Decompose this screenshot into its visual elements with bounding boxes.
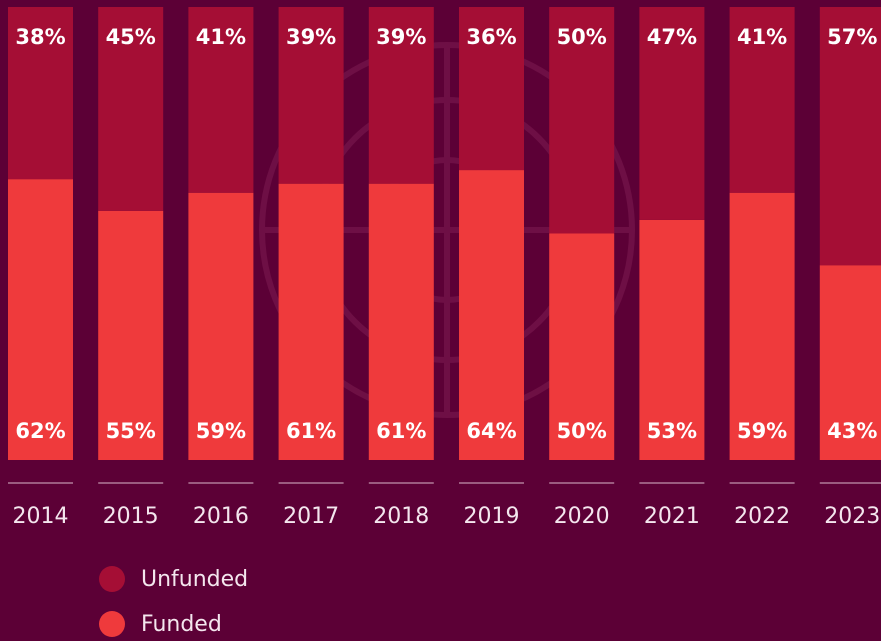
x-tick-label: 2015 — [103, 504, 159, 529]
value-label: 39% — [286, 25, 336, 49]
value-label: 41% — [196, 25, 246, 49]
legend-marker — [99, 611, 125, 637]
bar-segment — [459, 170, 524, 460]
value-label: 64% — [466, 419, 516, 443]
value-label: 39% — [376, 25, 426, 49]
page: {"chart_data": {"type": "stacked-bar", "… — [0, 0, 881, 641]
x-tick-label: 2022 — [734, 504, 790, 529]
value-label: 43% — [827, 419, 877, 443]
x-tick-label: 2017 — [283, 504, 339, 529]
bar-segment — [8, 179, 73, 460]
x-tick-label: 2019 — [464, 504, 520, 529]
value-label: 47% — [647, 25, 697, 49]
value-label: 50% — [557, 419, 607, 443]
value-label: 50% — [557, 25, 607, 49]
value-label: 38% — [15, 25, 65, 49]
x-tick-label: 2018 — [373, 504, 429, 529]
value-label: 53% — [647, 419, 697, 443]
x-tick-label: 2014 — [13, 504, 69, 529]
chart: 62% 38% 2014 55% 45% 2015 59% 41% 2016 61% 39% 2017… — [0, 0, 881, 641]
value-label: 61% — [376, 419, 426, 443]
value-label: 62% — [15, 419, 65, 443]
value-label: 45% — [106, 25, 156, 49]
value-label: 55% — [106, 419, 156, 443]
value-label: 59% — [737, 419, 787, 443]
value-label: 59% — [196, 419, 246, 443]
legend-label: Unfunded — [141, 567, 248, 592]
value-label: 57% — [827, 25, 877, 49]
value-label: 61% — [286, 419, 336, 443]
value-label: 41% — [737, 25, 787, 49]
legend-label: Funded — [141, 612, 222, 637]
x-tick-label: 2023 — [824, 504, 880, 529]
x-tick-label: 2020 — [554, 504, 610, 529]
x-tick-label: 2021 — [644, 504, 700, 529]
value-label: 36% — [466, 25, 516, 49]
x-tick-label: 2016 — [193, 504, 249, 529]
legend-marker — [99, 566, 125, 592]
